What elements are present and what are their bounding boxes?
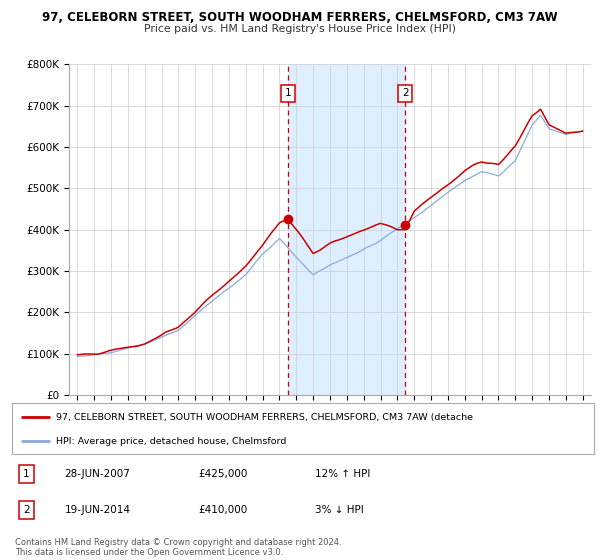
- Text: 3% ↓ HPI: 3% ↓ HPI: [314, 505, 364, 515]
- Text: 2: 2: [402, 88, 409, 99]
- Text: 12% ↑ HPI: 12% ↑ HPI: [314, 469, 370, 479]
- Text: £410,000: £410,000: [198, 505, 247, 515]
- Text: 1: 1: [284, 88, 291, 99]
- Text: Contains HM Land Registry data © Crown copyright and database right 2024.: Contains HM Land Registry data © Crown c…: [15, 538, 341, 547]
- Text: HPI: Average price, detached house, Chelmsford: HPI: Average price, detached house, Chel…: [56, 436, 286, 446]
- Text: This data is licensed under the Open Government Licence v3.0.: This data is licensed under the Open Gov…: [15, 548, 283, 557]
- Text: 97, CELEBORN STREET, SOUTH WOODHAM FERRERS, CHELMSFORD, CM3 7AW (detache: 97, CELEBORN STREET, SOUTH WOODHAM FERRE…: [56, 413, 473, 422]
- Text: 28-JUN-2007: 28-JUN-2007: [64, 469, 130, 479]
- Text: 97, CELEBORN STREET, SOUTH WOODHAM FERRERS, CHELMSFORD, CM3 7AW: 97, CELEBORN STREET, SOUTH WOODHAM FERRE…: [42, 11, 558, 24]
- Bar: [287, 64, 405, 395]
- Text: 1: 1: [23, 469, 30, 479]
- Text: 2: 2: [23, 505, 30, 515]
- Text: 19-JUN-2014: 19-JUN-2014: [64, 505, 130, 515]
- Text: Price paid vs. HM Land Registry's House Price Index (HPI): Price paid vs. HM Land Registry's House …: [144, 24, 456, 34]
- Text: £425,000: £425,000: [198, 469, 248, 479]
